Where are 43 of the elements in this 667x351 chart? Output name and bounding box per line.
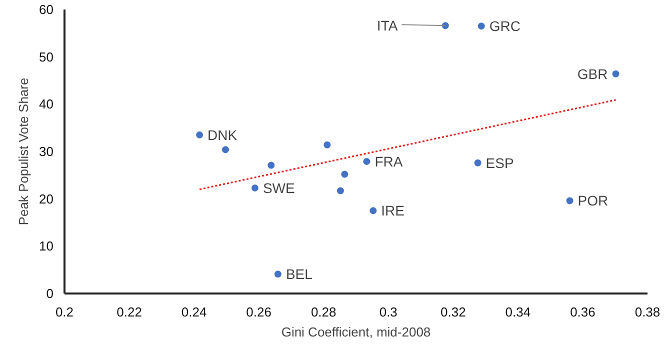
point (566, 197, 574, 204)
annotation: FRA (374, 153, 404, 170)
point (268, 162, 275, 169)
y-tick-label: 60 (39, 2, 54, 17)
x-tick-label: 0.36 (570, 304, 596, 320)
x-tick-label: 0.34 (505, 304, 531, 320)
point (370, 207, 377, 214)
point (324, 141, 331, 148)
y-tick-label: 30 (39, 144, 54, 159)
x-tick-label: 0.38 (634, 304, 660, 320)
y-tick-label: 10 (39, 238, 54, 254)
y-tick-label: 0 (46, 286, 54, 301)
x-tick-label: 0.28 (310, 304, 336, 320)
point (341, 170, 348, 178)
y-tick-label: 20 (39, 191, 54, 206)
point (222, 146, 229, 154)
x-tick-label: 0.2 (55, 304, 74, 320)
annotation: SWE (262, 180, 295, 196)
x-tick-label: 0.32 (440, 304, 466, 320)
y-tick-label: 50 (39, 49, 54, 64)
point (196, 131, 204, 138)
annotation: GBR (577, 66, 608, 82)
x-tick-label: 0.26 (246, 304, 272, 320)
point (478, 22, 485, 30)
annotation: POR (578, 192, 608, 209)
annotation: BEL (286, 266, 313, 282)
point (612, 70, 620, 78)
annotation: ITA (376, 18, 398, 34)
point (474, 159, 482, 166)
x-tick-label: 0.3 (379, 304, 398, 320)
annotation: DNK (208, 126, 238, 143)
y-tick-label: 40 (39, 96, 54, 112)
annotation: GRC (489, 18, 520, 34)
y-axis-title: Peak Populist Vote Share (16, 78, 32, 226)
annotation: ESP (486, 154, 514, 171)
point (363, 158, 370, 165)
x-tick-label: 0.22 (116, 304, 142, 320)
point (274, 270, 282, 278)
x-axis-title: Gini Coefficient, mid-2008 (281, 324, 431, 340)
point (251, 184, 258, 192)
x-tick-label: 0.24 (181, 304, 207, 320)
point (336, 187, 344, 194)
annotation: IRE (381, 202, 405, 219)
